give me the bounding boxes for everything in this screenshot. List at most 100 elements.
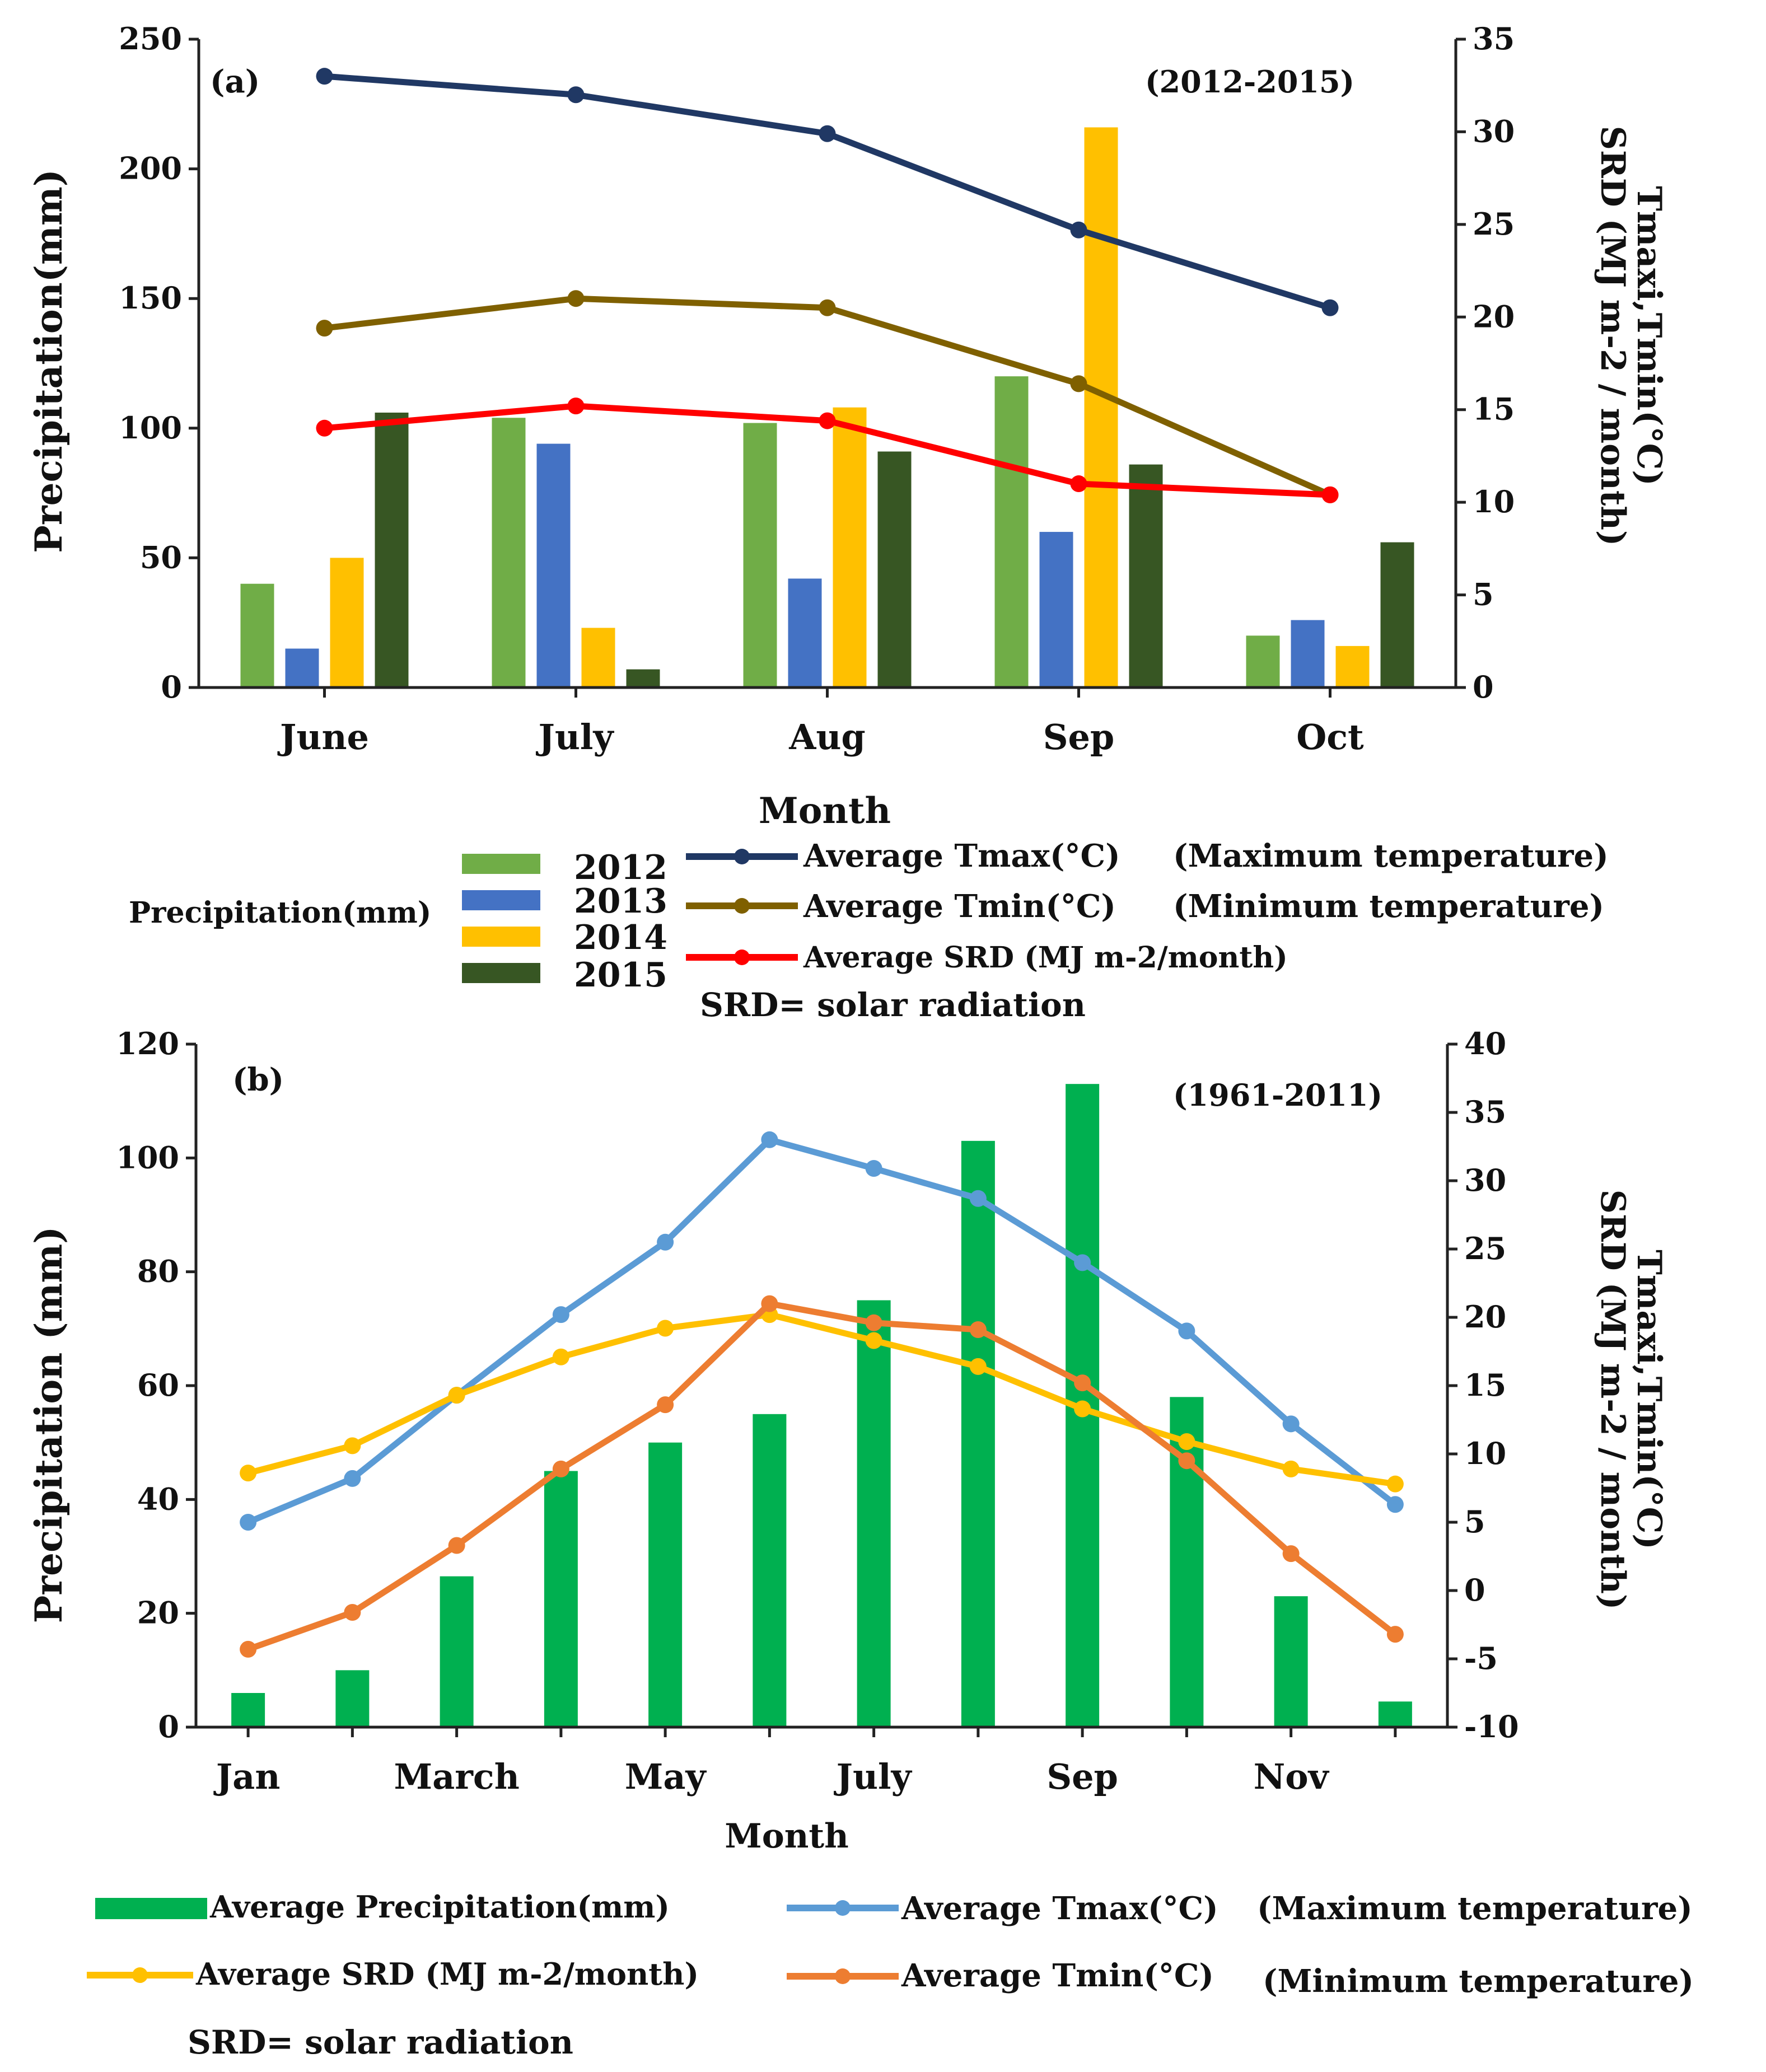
marker-tmin-sep: [1070, 375, 1087, 392]
y-tick-label: 100: [116, 1139, 179, 1175]
bar-average-precipitation-mm--dec: [1378, 1701, 1412, 1727]
x-tick-label-nov: Nov: [1254, 1756, 1330, 1797]
y-tick-label: 80: [137, 1254, 179, 1289]
panel-b-legend: Average Precipitation(mm) Average Tmax(°…: [87, 1889, 1694, 2061]
marker-tmax-sep: [1070, 221, 1087, 238]
y2-tick-label: 20: [1473, 298, 1515, 334]
x-tick-label-may: May: [625, 1756, 707, 1797]
legend-a-tmax-note: (Maximum temperature): [1173, 838, 1609, 874]
y2-tick-label: 5: [1473, 577, 1494, 612]
legend-b-tmin-note: (Minimum temperature): [1263, 1963, 1694, 2000]
marker-tmax-jan: [240, 1514, 257, 1531]
marker-srd-aug: [969, 1358, 987, 1375]
bar-2012-sep: [994, 376, 1029, 687]
y2-tick-label: 15: [1473, 391, 1515, 427]
marker-tmin-oct: [1178, 1452, 1195, 1470]
bar-2012-aug: [743, 423, 777, 687]
y2-tick-label: 25: [1473, 206, 1515, 242]
y2-tick-label: 25: [1464, 1231, 1506, 1266]
y-tick-label: 150: [119, 280, 182, 316]
marker-tmin-march: [448, 1537, 465, 1554]
marker-tmax-dec: [1386, 1496, 1404, 1513]
panel-b-period: (1961-2011): [1173, 1077, 1382, 1113]
marker-srd-oct: [1178, 1433, 1195, 1451]
marker-srd-apr: [552, 1348, 569, 1365]
line-tmax: [321, 73, 1333, 311]
legend-a-footnote: SRD= solar radiation: [700, 986, 1086, 1024]
legend-a-tmin-note: (Minimum temperature): [1173, 888, 1604, 925]
panel-b-y2label-temp: Tmaxi,Tmin(°C): [1629, 1250, 1669, 1550]
line-tmax: [245, 1136, 1399, 1526]
legend-a-label-2012: 2012: [574, 848, 667, 887]
panel-a-period: (2012-2015): [1145, 64, 1354, 100]
bar-2013-aug: [788, 578, 822, 687]
marker-srd-may: [657, 1320, 674, 1337]
marker-tmin-nov: [1282, 1545, 1300, 1563]
bar-2014-sep: [1084, 127, 1118, 687]
panel-a-bars: [240, 127, 1414, 687]
legend-a-label-2014: 2014: [574, 918, 667, 957]
marker-srd-nov: [1282, 1460, 1300, 1477]
legend-a-tmax-label: Average Tmax(°C): [803, 838, 1120, 874]
legend-a-srd-label: Average SRD (MJ m-2/month): [803, 941, 1288, 975]
legend-b-tmin-marker: [835, 1968, 851, 1984]
panel-b-chart: 0 20 40 60 80 100 120 -10 -5 0 5 10 15 20 25 30 35 40 Jan M…: [27, 1026, 1669, 1856]
y-tick-label: 250: [119, 21, 182, 57]
bar-2015-oct: [1380, 542, 1414, 687]
line-srd: [245, 1311, 1399, 1488]
y-tick-label: 20: [137, 1595, 179, 1631]
y-tick-label: 200: [119, 151, 182, 186]
panel-b-bars: [231, 1084, 1412, 1727]
legend-b-precip-label: Average Precipitation(mm): [209, 1889, 670, 1925]
y2-tick-label: 10: [1473, 484, 1515, 520]
panel-a-xlabel: Month: [759, 790, 891, 832]
y-tick-label: 120: [116, 1026, 179, 1061]
marker-tmax-july: [567, 86, 585, 104]
marker-tmax-oct: [1321, 299, 1339, 316]
legend-a-tmax-marker: [734, 849, 750, 864]
bar-average-precipitation-mm--march: [440, 1576, 474, 1727]
legend-a-precip-group-label: Precipitation(mm): [129, 896, 431, 930]
legend-b-srd-label: Average SRD (MJ m-2/month): [195, 1956, 699, 1992]
y2-tick-label: 5: [1464, 1504, 1485, 1540]
bar-average-precipitation-mm--july: [857, 1300, 891, 1727]
marker-srd-july: [567, 397, 585, 415]
marker-srd-oct: [1321, 486, 1339, 503]
bar-2013-june: [285, 648, 319, 687]
y-tick-label: 50: [140, 539, 182, 575]
y2-tick-label: 30: [1473, 113, 1515, 149]
panel-a-y2label-temp: Tmaxi,Tmin(°C): [1629, 186, 1669, 486]
marker-tmin-july: [865, 1314, 882, 1331]
panel-a-lines: [316, 68, 1339, 503]
x-tick-label-jan: Jan: [213, 1756, 281, 1797]
marker-tmin-apr: [552, 1460, 569, 1477]
bar-2014-july: [581, 628, 615, 687]
bar-2013-oct: [1291, 620, 1325, 687]
marker-tmax-june: [316, 68, 333, 85]
line-tmin: [321, 295, 1333, 498]
y2-tick-label: 20: [1464, 1299, 1506, 1335]
legend-b-tmin-label: Average Tmin(°C): [901, 1957, 1214, 1994]
marker-tmax-may: [657, 1233, 674, 1251]
panel-a-y2label-srd: SRD (MJ m-2 / month): [1593, 126, 1632, 546]
legend-b-precip-swatch: [95, 1898, 207, 1919]
marker-srd-feb: [344, 1437, 361, 1454]
marker-tmin-aug: [819, 299, 836, 316]
panel-a-label: (a): [210, 63, 260, 100]
panel-b-xlabel: Month: [725, 1817, 848, 1856]
legend-b-tmax-marker: [835, 1900, 851, 1916]
bar-average-precipitation-mm--may: [648, 1442, 683, 1727]
panel-b-lines: [240, 1131, 1404, 1658]
bar-2013-sep: [1039, 532, 1073, 687]
y-tick-label: 60: [137, 1367, 179, 1403]
y2-tick-label: 35: [1473, 21, 1515, 57]
marker-srd-sep: [1074, 1400, 1091, 1418]
panel-a-legend: Precipitation(mm) 2012 2013 2014 2015 Av…: [129, 838, 1609, 1024]
panel-a-chart: 0 50 100 150 200 250 0 5 10 15 20 25 30 35 June July Aug…: [27, 21, 1669, 832]
marker-srd-aug: [819, 412, 836, 429]
legend-a-label-2015: 2015: [574, 956, 667, 995]
bar-2013-july: [536, 443, 571, 687]
bar-2015-sep: [1129, 464, 1163, 687]
marker-srd-july: [865, 1332, 882, 1349]
legend-a-swatch-2015: [462, 963, 540, 983]
